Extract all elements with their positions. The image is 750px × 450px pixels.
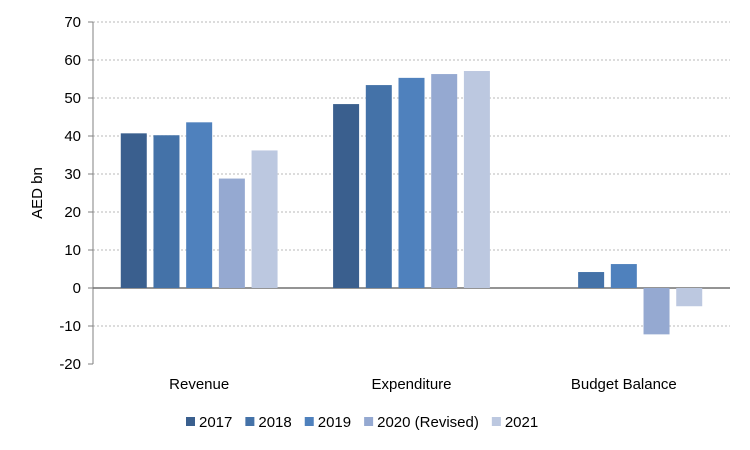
y-axis-label: AED bn	[29, 167, 46, 219]
bar-2019-expenditure	[398, 77, 425, 288]
y-tick-label: 10	[64, 242, 81, 259]
legend-label: 2017	[199, 414, 232, 431]
legend-swatch	[364, 417, 374, 426]
bar-2021-budget-balance	[676, 288, 703, 307]
bar-2019-budget-balance	[610, 264, 637, 288]
bar-2021-expenditure	[463, 71, 490, 289]
legend-swatch	[245, 417, 255, 426]
y-tick-label: 30	[64, 166, 81, 183]
bar-2021-revenue	[251, 150, 278, 288]
bar-2018-revenue	[153, 135, 180, 288]
y-tick-label: 60	[64, 52, 81, 69]
y-tick-label: 50	[64, 90, 81, 107]
y-tick-label: 20	[64, 204, 81, 221]
legend-swatch	[491, 417, 501, 426]
legend-label: 2019	[318, 414, 351, 431]
bar-2020-revised--expenditure	[431, 74, 458, 288]
y-tick-label: 40	[64, 128, 81, 145]
legend-swatch	[186, 417, 195, 426]
bar-2018-budget-balance	[578, 272, 605, 288]
bar-2018-expenditure	[365, 85, 392, 288]
legend-label: 2018	[258, 414, 291, 431]
legend-swatch	[304, 417, 314, 426]
y-tick-label: -10	[59, 318, 81, 335]
x-category-label: Expenditure	[371, 376, 451, 393]
y-tick-label: 70	[64, 14, 81, 31]
y-tick-label: 0	[73, 280, 81, 297]
bar-2017-expenditure	[333, 104, 360, 288]
y-tick-label: -20	[59, 356, 81, 373]
bar-2020-revised--revenue	[218, 178, 245, 288]
x-category-label: Revenue	[169, 376, 229, 393]
bar-2019-revenue	[186, 122, 213, 288]
x-category-label: Budget Balance	[571, 376, 677, 393]
legend-label: 2021	[505, 414, 538, 431]
bar-2020-revised--budget-balance	[643, 288, 670, 335]
legend-label: 2020 (Revised)	[377, 414, 479, 431]
bar-2017-revenue	[120, 133, 147, 288]
